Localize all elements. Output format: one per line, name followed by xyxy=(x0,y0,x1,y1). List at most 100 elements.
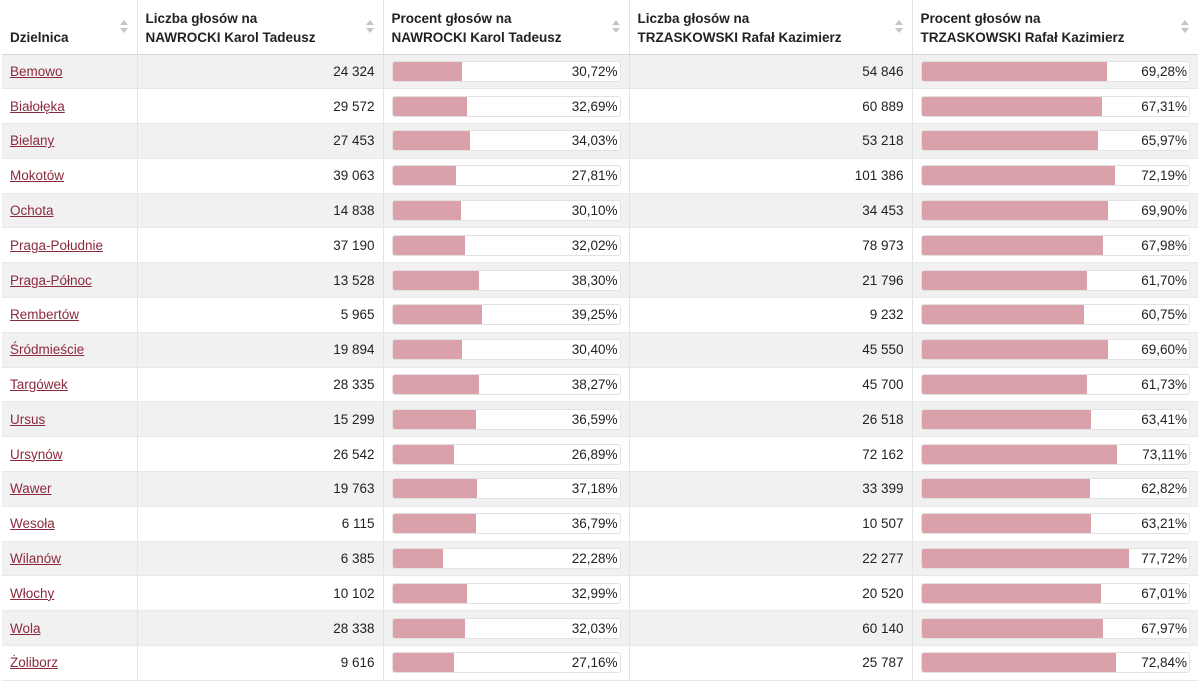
sort-arrows-icon[interactable] xyxy=(119,19,128,35)
nawrocki-percent-cell: 27,81% xyxy=(383,158,630,194)
district-link[interactable]: Ursus xyxy=(10,411,46,427)
header-line1: Dzielnica xyxy=(10,29,69,45)
nawrocki-percent-bar: 22,28% xyxy=(391,548,621,570)
nawrocki-percent-bar: 30,72% xyxy=(391,60,621,82)
percent-value: 22,28% xyxy=(571,551,618,567)
percent-bar-fill xyxy=(392,61,463,81)
nawrocki-percent-cell: 32,69% xyxy=(383,88,630,125)
percent-value: 36,59% xyxy=(571,411,618,427)
district-cell: Wola xyxy=(2,610,138,647)
trzaskowski-percent-bar: 67,31% xyxy=(920,95,1190,117)
district-link[interactable]: Rembertów xyxy=(10,307,80,323)
percent-bar-fill xyxy=(921,305,1084,325)
district-link[interactable]: Wilanów xyxy=(10,551,62,567)
nawrocki-percent-bar: 30,10% xyxy=(391,200,621,222)
percent-bar-fill xyxy=(392,270,480,290)
table-row: Białołęka 29 572 32,69% 60 889 67,31% xyxy=(2,88,1198,125)
percent-bar-fill xyxy=(921,131,1098,151)
nawrocki-votes-cell: 27 453 xyxy=(137,123,384,159)
district-link[interactable]: Śródmieście xyxy=(10,342,85,358)
district-link[interactable]: Bielany xyxy=(10,133,55,149)
header-nawrocki-percent[interactable]: Procent głosów na NAWROCKI Karol Tadeusz xyxy=(383,0,630,55)
trzaskowski-votes-cell: 20 520 xyxy=(629,575,913,612)
trzaskowski-percent-bar: 69,90% xyxy=(920,200,1190,222)
trzaskowski-votes-cell: 78 973 xyxy=(629,227,913,264)
percent-bar-fill xyxy=(392,201,461,221)
trzaskowski-percent-bar: 62,82% xyxy=(920,478,1190,500)
percent-bar-fill xyxy=(921,270,1087,290)
percent-bar-fill xyxy=(392,549,444,569)
district-link[interactable]: Praga-Północ xyxy=(10,272,92,288)
sort-arrows-icon[interactable] xyxy=(611,19,620,35)
district-cell: Rembertów xyxy=(2,297,138,333)
nawrocki-percent-bar: 34,03% xyxy=(391,130,621,152)
nawrocki-votes-cell: 19 763 xyxy=(137,471,384,507)
trzaskowski-percent-bar: 65,97% xyxy=(920,130,1190,152)
nawrocki-percent-bar: 39,25% xyxy=(391,304,621,326)
nawrocki-percent-bar: 26,89% xyxy=(391,443,621,465)
district-cell: Wawer xyxy=(2,471,138,507)
nawrocki-votes-cell: 13 528 xyxy=(137,262,384,299)
nawrocki-votes-cell: 26 542 xyxy=(137,436,384,473)
trzaskowski-percent-bar: 61,70% xyxy=(920,269,1190,291)
percent-value: 32,69% xyxy=(571,98,618,114)
trzaskowski-votes-cell: 26 518 xyxy=(629,401,913,438)
district-link[interactable]: Targówek xyxy=(10,377,68,393)
table-row: Ursus 15 299 36,59% 26 518 63,41% xyxy=(2,401,1198,438)
sort-arrows-icon[interactable] xyxy=(894,19,903,35)
district-link[interactable]: Wawer xyxy=(10,481,52,497)
nawrocki-votes-cell: 14 838 xyxy=(137,193,384,229)
header-trzaskowski-votes[interactable]: Liczba głosów na TRZASKOWSKI Rafał Kazim… xyxy=(629,0,913,55)
trzaskowski-votes-cell: 21 796 xyxy=(629,262,913,299)
district-link[interactable]: Ursynów xyxy=(10,446,63,462)
percent-value: 37,18% xyxy=(571,481,618,497)
nawrocki-votes-cell: 15 299 xyxy=(137,401,384,438)
nawrocki-percent-cell: 27,16% xyxy=(383,645,630,681)
header-line1: Procent głosów na xyxy=(920,10,1041,26)
percent-bar-fill xyxy=(392,409,476,429)
district-link[interactable]: Mokotów xyxy=(10,168,65,184)
trzaskowski-percent-cell: 62,82% xyxy=(912,471,1198,507)
trzaskowski-votes-cell: 45 700 xyxy=(629,367,913,403)
nawrocki-votes-cell: 6 115 xyxy=(137,506,384,542)
trzaskowski-percent-cell: 61,73% xyxy=(912,367,1198,403)
percent-bar-fill xyxy=(921,479,1090,499)
nawrocki-percent-bar: 27,16% xyxy=(391,652,621,674)
header-nawrocki-votes[interactable]: Liczba głosów na NAWROCKI Karol Tadeusz xyxy=(137,0,384,55)
trzaskowski-percent-cell: 67,01% xyxy=(912,575,1198,612)
district-cell: Ursus xyxy=(2,401,138,438)
trzaskowski-votes-cell: 45 550 xyxy=(629,332,913,368)
percent-bar-fill xyxy=(392,340,462,360)
percent-bar-fill xyxy=(392,618,466,638)
nawrocki-votes-cell: 10 102 xyxy=(137,575,384,612)
nawrocki-percent-cell: 39,25% xyxy=(383,297,630,333)
nawrocki-percent-cell: 32,02% xyxy=(383,227,630,264)
percent-bar-fill xyxy=(392,479,477,499)
header-row: Dzielnica Liczba głosów na NAWROCKI Karo… xyxy=(2,0,1198,55)
district-cell: Bemowo xyxy=(2,54,138,90)
district-link[interactable]: Żoliborz xyxy=(10,655,59,671)
header-district[interactable]: Dzielnica xyxy=(2,0,138,55)
trzaskowski-votes-cell: 10 507 xyxy=(629,506,913,542)
header-line1: Liczba głosów na xyxy=(145,10,258,26)
district-link[interactable]: Białołęka xyxy=(10,98,65,114)
percent-bar-fill xyxy=(921,340,1108,360)
sort-arrows-icon[interactable] xyxy=(365,19,374,35)
district-link[interactable]: Wesoła xyxy=(10,516,55,532)
percent-value: 67,98% xyxy=(1141,237,1187,253)
trzaskowski-votes-cell: 53 218 xyxy=(629,123,913,159)
sort-arrows-icon[interactable] xyxy=(1181,19,1189,35)
district-cell: Włochy xyxy=(2,575,138,612)
district-link[interactable]: Włochy xyxy=(10,585,55,601)
header-trzaskowski-percent[interactable]: Procent głosów na TRZASKOWSKI Rafał Kazi… xyxy=(912,0,1198,55)
percent-value: 61,73% xyxy=(1141,377,1187,393)
district-link[interactable]: Wola xyxy=(10,620,41,636)
trzaskowski-percent-bar: 77,72% xyxy=(920,548,1190,570)
percent-value: 69,60% xyxy=(1141,342,1187,358)
district-link[interactable]: Praga-Południe xyxy=(10,237,104,253)
nawrocki-percent-cell: 22,28% xyxy=(383,541,630,577)
nawrocki-votes-cell: 28 335 xyxy=(137,367,384,403)
trzaskowski-percent-bar: 72,19% xyxy=(920,165,1190,187)
district-link[interactable]: Ochota xyxy=(10,203,54,219)
district-link[interactable]: Bemowo xyxy=(10,63,63,79)
